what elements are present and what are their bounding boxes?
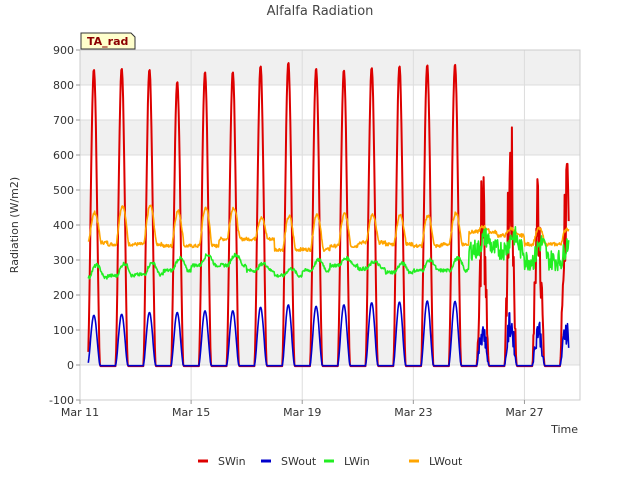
legend-label-swout: SWout (281, 455, 317, 468)
x-tick-label: Mar 15 (172, 406, 210, 419)
series-line-lwout (87, 204, 570, 252)
y-tick-label: 400 (53, 219, 74, 232)
y-axis-title: Radiation (W/m2) (8, 177, 21, 273)
x-axis-title: Time (550, 423, 578, 436)
series-layer (87, 62, 570, 368)
plot-band (80, 190, 580, 225)
y-tick-label: 700 (53, 114, 74, 127)
x-tick-label: Mar 23 (394, 406, 432, 419)
plot-band (80, 330, 580, 365)
y-tick-label: 200 (53, 289, 74, 302)
legend-label-lwin: LWin (344, 455, 370, 468)
y-tick-label: -100 (49, 394, 74, 407)
legend-label-lwout: LWout (429, 455, 463, 468)
legend-label-swin: SWin (218, 455, 246, 468)
plot-band (80, 120, 580, 155)
chart-title: Alfalfa Radiation (267, 4, 374, 19)
ta-rad-badge-label: TA_rad (87, 35, 128, 48)
y-tick-label: 500 (53, 184, 74, 197)
y-tick-label: 100 (53, 324, 74, 337)
ta-rad-badge: TA_rad (80, 32, 136, 50)
series-line-swout (87, 300, 570, 367)
y-tick-label: 0 (67, 359, 74, 372)
y-tick-labels: -100 0 100 200 300 400 500 600 700 800 900 (49, 44, 80, 407)
y-tick-label: 600 (53, 149, 74, 162)
y-tick-label: 900 (53, 44, 74, 57)
x-tick-label: Mar 27 (505, 406, 543, 419)
legend: SWin SWout LWin LWout (198, 455, 463, 468)
series-line-lwin (87, 226, 570, 280)
x-tick-labels: Mar 11 Mar 15 Mar 19 Mar 23 Mar 27 (61, 400, 544, 419)
y-tick-label: 300 (53, 254, 74, 267)
y-tick-label: 800 (53, 79, 74, 92)
x-tick-label: Mar 11 (61, 406, 99, 419)
x-tick-label: Mar 19 (283, 406, 321, 419)
plot-band (80, 50, 580, 85)
